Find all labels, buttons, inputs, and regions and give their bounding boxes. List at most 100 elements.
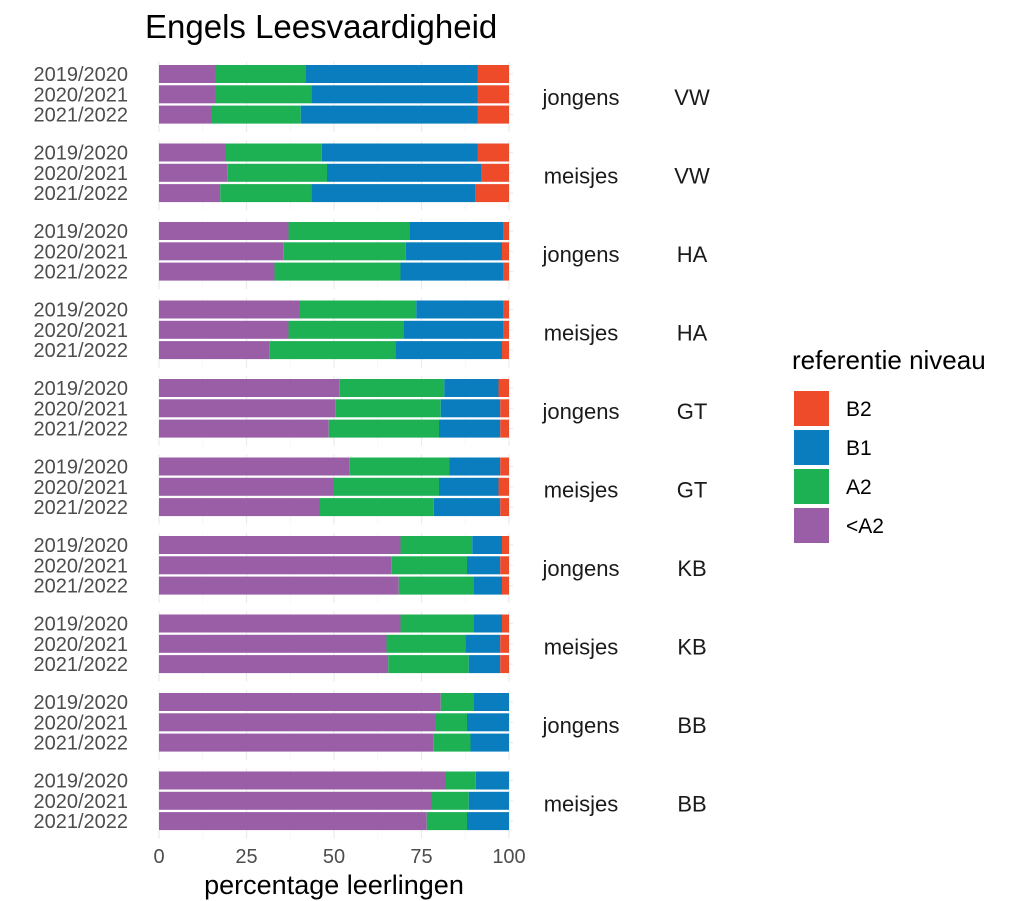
bar-segment-b1 xyxy=(440,399,501,418)
y-tick-label: 2020/2021 xyxy=(33,84,128,106)
bar-segment-b2 xyxy=(503,320,509,339)
x-tick-label: 0 xyxy=(153,846,164,868)
bar-segment-a2 xyxy=(220,184,312,203)
bar-segment-a2 xyxy=(435,713,467,732)
y-tick-label: 2019/2020 xyxy=(33,300,128,322)
bar-segment-b2 xyxy=(500,399,509,418)
bar-segment-lt-a2 xyxy=(159,713,436,732)
bar-segment-a2 xyxy=(400,536,473,554)
bar-segment-b1 xyxy=(474,576,502,595)
legend-swatch xyxy=(794,430,829,465)
y-tick-label: 2020/2021 xyxy=(33,634,128,656)
bar-segment-a2 xyxy=(288,222,410,240)
bar-segment-a2 xyxy=(328,419,439,438)
y-tick-label: 2021/2022 xyxy=(33,811,128,833)
legend-swatch xyxy=(794,508,829,543)
bar-segment-b1 xyxy=(467,556,501,575)
strip-label-level: KB xyxy=(677,556,706,581)
bar-segment-b2 xyxy=(475,184,509,203)
bar-segment-lt-a2 xyxy=(159,536,401,554)
legend-title: referentie niveau xyxy=(792,345,986,375)
y-tick-label: 2021/2022 xyxy=(33,340,128,362)
bar-segment-a2 xyxy=(274,262,401,281)
strip-label-level: VW xyxy=(674,164,710,189)
bar-segment-a2 xyxy=(215,65,306,83)
bar-segment-b1 xyxy=(311,184,476,203)
x-axis-label: percentage leerlingen xyxy=(204,870,464,900)
bar-segment-b1 xyxy=(321,143,478,162)
y-tick-label: 2021/2022 xyxy=(33,262,128,284)
bar-segment-b1 xyxy=(416,300,504,319)
bar-segment-b2 xyxy=(500,556,509,575)
bar-segment-a2 xyxy=(225,143,322,162)
bar-segment-a2 xyxy=(440,693,474,711)
y-tick-label: 2021/2022 xyxy=(33,733,128,755)
y-tick-label: 2021/2022 xyxy=(33,654,128,676)
y-tick-label: 2019/2020 xyxy=(33,457,128,479)
strip-label-level: BB xyxy=(677,792,706,817)
bar-segment-b1 xyxy=(327,163,481,182)
strip-label-level: GT xyxy=(677,399,708,424)
bar-segment-lt-a2 xyxy=(159,498,320,517)
y-tick-label: 2019/2020 xyxy=(33,771,128,793)
bar-segment-a2 xyxy=(215,85,312,104)
bar-segment-lt-a2 xyxy=(159,576,399,595)
strip-label-level: VW xyxy=(674,85,710,110)
bar-segment-lt-a2 xyxy=(159,184,221,203)
bar-segment-lt-a2 xyxy=(159,262,275,281)
bar-segment-b1 xyxy=(439,419,501,438)
strip-label-gender: meisjes xyxy=(544,635,619,660)
bar-segment-b2 xyxy=(477,85,509,104)
bar-segment-a2 xyxy=(334,477,439,496)
x-tick-label: 25 xyxy=(235,846,257,868)
bar-segment-b1 xyxy=(395,341,502,360)
strip-label-gender: jongens xyxy=(541,399,619,424)
y-tick-label: 2019/2020 xyxy=(33,143,128,165)
strip-label-gender: jongens xyxy=(541,556,619,581)
bar-segment-a2 xyxy=(227,163,327,182)
bar-segment-lt-a2 xyxy=(159,143,226,162)
strip-label-level: BB xyxy=(677,713,706,738)
bar-segment-a2 xyxy=(398,576,474,595)
bar-segment-lt-a2 xyxy=(159,693,441,711)
strip-label-gender: jongens xyxy=(541,85,619,110)
bar-segment-lt-a2 xyxy=(159,242,284,261)
bar-segment-b1 xyxy=(468,655,501,674)
strip-label-gender: jongens xyxy=(541,713,619,738)
y-tick-label: 2021/2022 xyxy=(33,419,128,441)
bar-segment-lt-a2 xyxy=(159,341,270,360)
y-tick-label: 2020/2021 xyxy=(33,712,128,734)
bar-segment-lt-a2 xyxy=(159,457,350,476)
y-tick-label: 2019/2020 xyxy=(33,614,128,636)
bar-segment-lt-a2 xyxy=(159,771,446,790)
legend-label: <A2 xyxy=(846,515,884,538)
bar-segment-b1 xyxy=(467,812,509,831)
bar-segment-b2 xyxy=(498,477,509,496)
bar-segment-b1 xyxy=(400,262,504,281)
bar-segment-a2 xyxy=(339,379,445,397)
legend-swatch xyxy=(794,469,829,504)
bar-segment-lt-a2 xyxy=(159,300,299,319)
bar-segment-b2 xyxy=(481,163,509,182)
bar-segment-lt-a2 xyxy=(159,399,336,418)
bar-segment-b1 xyxy=(449,457,501,476)
strip-label-level: HA xyxy=(677,242,708,267)
bar-segment-b2 xyxy=(503,262,509,281)
bar-segment-lt-a2 xyxy=(159,105,212,124)
y-tick-label: 2020/2021 xyxy=(33,555,128,577)
y-tick-label: 2020/2021 xyxy=(33,241,128,263)
bar-segment-b2 xyxy=(502,341,509,360)
bar-segment-b1 xyxy=(404,320,504,339)
bar-segment-lt-a2 xyxy=(159,634,387,653)
bar-segment-a2 xyxy=(386,634,466,653)
bar-segment-b2 xyxy=(500,655,509,674)
bar-segment-a2 xyxy=(446,771,476,790)
y-tick-label: 2019/2020 xyxy=(33,378,128,400)
